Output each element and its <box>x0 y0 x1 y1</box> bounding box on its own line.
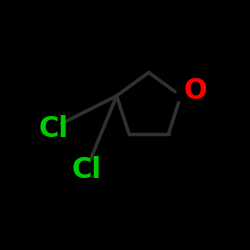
Text: Cl: Cl <box>39 115 69 143</box>
Text: O: O <box>184 77 208 105</box>
Text: Cl: Cl <box>71 156 101 184</box>
